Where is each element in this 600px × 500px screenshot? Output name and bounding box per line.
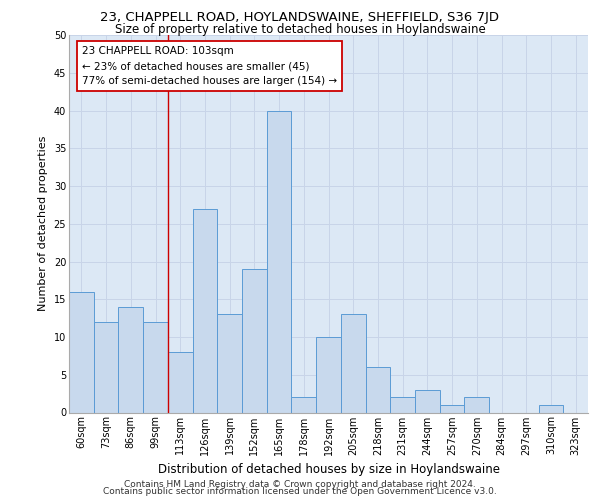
Bar bbox=[464, 398, 489, 412]
Text: Size of property relative to detached houses in Hoylandswaine: Size of property relative to detached ho… bbox=[115, 22, 485, 36]
Bar bbox=[539, 405, 563, 412]
Text: 23, CHAPPELL ROAD, HOYLANDSWAINE, SHEFFIELD, S36 7JD: 23, CHAPPELL ROAD, HOYLANDSWAINE, SHEFFI… bbox=[101, 11, 499, 24]
Bar bbox=[440, 405, 464, 412]
X-axis label: Distribution of detached houses by size in Hoylandswaine: Distribution of detached houses by size … bbox=[157, 463, 499, 476]
Bar bbox=[143, 322, 168, 412]
Bar bbox=[69, 292, 94, 412]
Bar bbox=[267, 110, 292, 412]
Bar bbox=[415, 390, 440, 412]
Bar bbox=[217, 314, 242, 412]
Bar bbox=[118, 307, 143, 412]
Bar bbox=[390, 398, 415, 412]
Bar bbox=[341, 314, 365, 412]
Text: Contains HM Land Registry data © Crown copyright and database right 2024.: Contains HM Land Registry data © Crown c… bbox=[124, 480, 476, 489]
Bar bbox=[94, 322, 118, 412]
Text: Contains public sector information licensed under the Open Government Licence v3: Contains public sector information licen… bbox=[103, 487, 497, 496]
Y-axis label: Number of detached properties: Number of detached properties bbox=[38, 136, 48, 312]
Text: 23 CHAPPELL ROAD: 103sqm
← 23% of detached houses are smaller (45)
77% of semi-d: 23 CHAPPELL ROAD: 103sqm ← 23% of detach… bbox=[82, 46, 337, 86]
Bar bbox=[316, 337, 341, 412]
Bar bbox=[193, 208, 217, 412]
Bar bbox=[168, 352, 193, 412]
Bar bbox=[365, 367, 390, 412]
Bar bbox=[242, 269, 267, 412]
Bar bbox=[292, 398, 316, 412]
